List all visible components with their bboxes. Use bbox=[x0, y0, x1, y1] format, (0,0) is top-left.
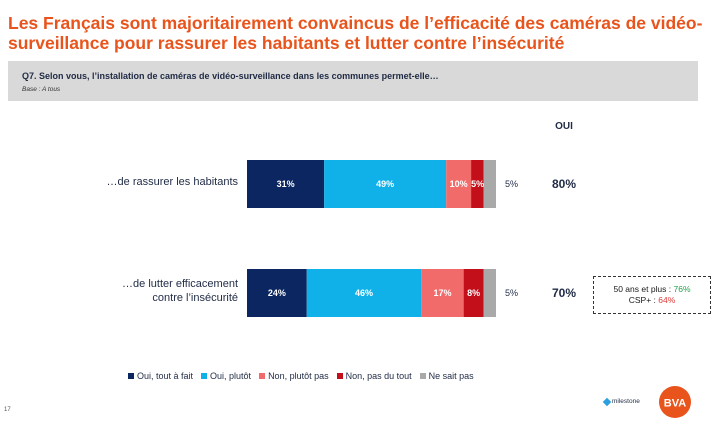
bar-segment-2-3 bbox=[421, 269, 464, 317]
legend-label: Oui, tout à fait bbox=[137, 371, 194, 381]
bar-segment-1-2 bbox=[324, 160, 447, 208]
oui-total-1: 80% bbox=[551, 177, 577, 191]
legend-swatch bbox=[259, 373, 266, 379]
bar-segment-2-4 bbox=[463, 269, 484, 317]
legend-swatch bbox=[419, 373, 426, 379]
nsp-label-1: 5% bbox=[505, 179, 519, 189]
bva-logo-text: BVA bbox=[664, 398, 686, 410]
segment-label-1-4: 5% bbox=[471, 179, 485, 189]
question-box: Q7. Selon vous, l’installation de caméra… bbox=[8, 61, 698, 101]
segment-label-2-3: 17% bbox=[433, 288, 452, 298]
callout-line-2: CSP+ : 64% bbox=[628, 295, 676, 305]
chart-legend: Oui, tout à fait Oui, plutôt Non, plutôt p… bbox=[128, 371, 474, 381]
base-text: Base : A tous bbox=[22, 86, 61, 93]
milestone-logo: milestone bbox=[602, 397, 640, 406]
legend-item-2: Oui, plutôt bbox=[201, 371, 251, 381]
nsp-label-2: 5% bbox=[505, 288, 519, 298]
oui-total-2: 70% bbox=[551, 286, 577, 300]
page-number: 17 bbox=[4, 407, 11, 413]
callout-value-1: 76% bbox=[673, 284, 691, 294]
row-label-line: contre l’insécurité bbox=[152, 292, 238, 304]
legend-label: Non, pas du tout bbox=[345, 371, 412, 381]
callout-value-2: 64% bbox=[658, 295, 676, 305]
legend-label: Non, plutôt pas bbox=[268, 371, 329, 381]
legend-swatch bbox=[336, 373, 343, 379]
row-label-line: …de rassurer les habitants bbox=[106, 176, 238, 188]
oui-column-header: OUI bbox=[555, 121, 573, 132]
row-label-1: …de rassurer les habitants bbox=[70, 175, 238, 189]
legend-item-3: Non, plutôt pas bbox=[259, 371, 329, 381]
segment-label-1-2: 49% bbox=[376, 179, 395, 189]
bar-segment-2-2 bbox=[306, 269, 422, 317]
legend-swatch bbox=[128, 373, 134, 379]
page-title: Les Français sont majoritairement convai… bbox=[8, 13, 703, 53]
legend-swatch bbox=[201, 373, 208, 379]
segment-label-2-2: 46% bbox=[355, 288, 374, 298]
bar-segment-1-1 bbox=[247, 160, 325, 208]
bva-logo: BVA bbox=[659, 386, 691, 418]
row-label-line: …de lutter efficacement bbox=[122, 278, 238, 290]
question-text: Q7. Selon vous, l’installation de caméra… bbox=[22, 71, 439, 81]
bar-segment-1-3 bbox=[446, 160, 472, 208]
segment-label-2-1: 24% bbox=[267, 288, 286, 298]
milestone-diamond-icon bbox=[602, 397, 612, 406]
segment-label-2-4: 8% bbox=[467, 288, 481, 298]
legend-label: Ne sait pas bbox=[428, 371, 474, 381]
callout-line-1: 50 ans et plus : 76% bbox=[613, 284, 691, 294]
subgroup-callout: 50 ans et plus : 76% CSP+ : 64% bbox=[593, 276, 711, 314]
legend-item-5: Ne sait pas bbox=[419, 371, 474, 381]
bar-segment-1-4 bbox=[471, 160, 484, 208]
bar-segment-2-1 bbox=[247, 269, 307, 317]
legend-label: Oui, plutôt bbox=[210, 371, 252, 381]
legend-item-1: Oui, tout à fait bbox=[128, 371, 193, 381]
row-label-2: …de lutter efficacement contre l’insécuri… bbox=[70, 277, 238, 305]
segment-label-1-1: 31% bbox=[276, 179, 295, 189]
legend-item-4: Non, pas du tout bbox=[336, 371, 412, 381]
bar-segment-1-5 bbox=[483, 160, 496, 208]
segment-label-1-3: 10% bbox=[449, 179, 468, 189]
bar-segment-2-5 bbox=[483, 269, 496, 317]
